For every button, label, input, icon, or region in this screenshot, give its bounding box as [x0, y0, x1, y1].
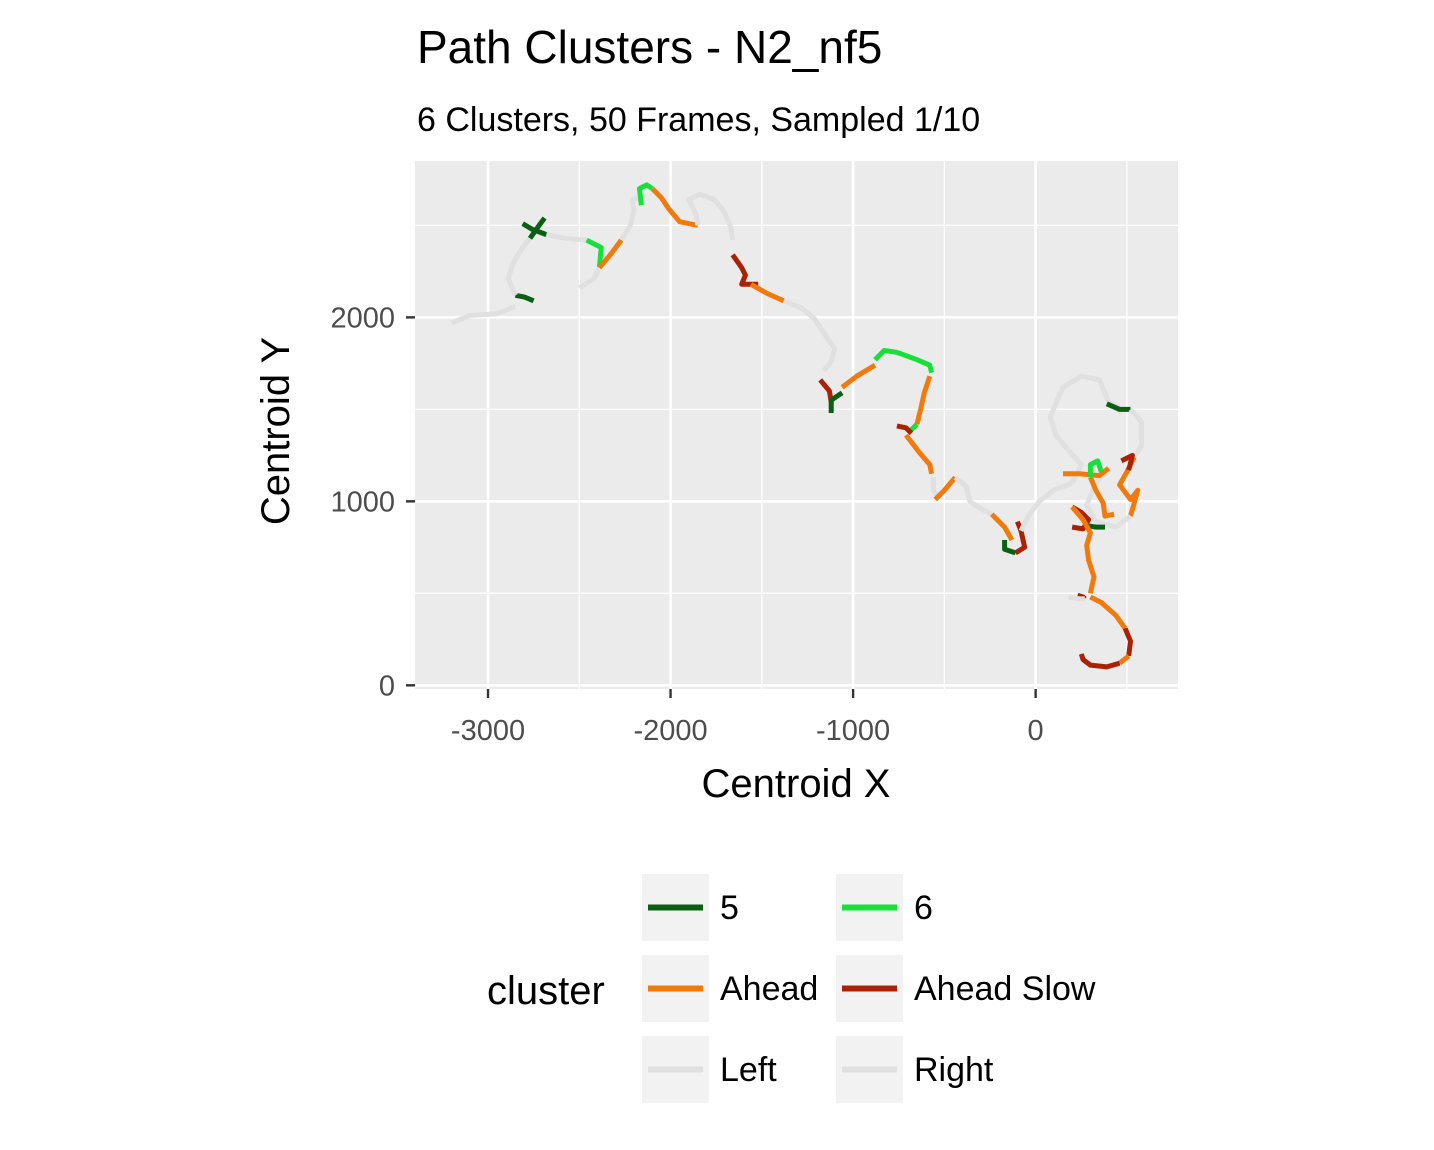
path-segment-ahead-slow	[1122, 627, 1133, 657]
path-segment-6	[637, 182, 654, 206]
path-segment-left	[545, 232, 587, 243]
x-tick-label: -2000	[633, 715, 707, 747]
path-segment-ahead	[1118, 653, 1131, 666]
path-segment-ahead-slow	[1078, 653, 1121, 670]
path-segment-left	[505, 236, 532, 297]
path-segment-ahead	[1089, 594, 1128, 630]
legend-label-6: 6	[914, 889, 933, 927]
path-segment-ahead	[904, 433, 935, 475]
x-tick-label: 0	[1028, 715, 1044, 747]
path-segment-5	[521, 221, 548, 237]
path-segment-5	[828, 390, 844, 413]
path-segment-right	[1047, 373, 1121, 485]
path-segment-ahead-slow	[1120, 452, 1135, 471]
path-segment-right	[1084, 466, 1133, 530]
path-segment-6	[585, 237, 604, 268]
path-segment-ahead	[597, 238, 624, 270]
chart-title: Path Clusters - N2_nf5	[417, 21, 882, 73]
path-segment-right	[1128, 407, 1144, 459]
y-tick-label: 0	[379, 670, 395, 702]
legend-label-right: Right	[914, 1051, 994, 1089]
path-segment-6	[1087, 458, 1104, 478]
y-tick-label: 1000	[330, 486, 395, 518]
path-segment-ahead	[749, 282, 785, 304]
path-segment-right	[953, 475, 993, 517]
gridlines	[415, 161, 1178, 689]
y-axis-title: Centroid Y	[254, 337, 298, 525]
path-segment-ahead	[840, 363, 877, 390]
path-segment-ahead-slow	[896, 423, 914, 436]
path-segment-5	[514, 292, 535, 304]
path-segment-right	[1068, 594, 1085, 602]
path-segment-ahead	[990, 512, 1015, 542]
x-axis-title: Centroid X	[702, 762, 891, 806]
legend-title: cluster	[487, 969, 605, 1013]
x-tick-label: -3000	[451, 715, 525, 747]
legend-label-ahead-slow: Ahead Slow	[914, 970, 1096, 1008]
path-segment-5	[527, 216, 547, 240]
path-segment-ahead-slow	[730, 253, 759, 287]
path-segment-ahead	[914, 375, 933, 425]
path-segment-right	[1018, 480, 1074, 532]
legend-label-5: 5	[720, 889, 739, 927]
path-segment-left	[619, 195, 639, 242]
path-segment-6	[873, 348, 935, 374]
path-segment-ahead	[933, 475, 958, 502]
legend-label-ahead: Ahead	[720, 970, 818, 1008]
path-segment-left	[686, 191, 736, 241]
x-tick-label: -1000	[816, 715, 890, 747]
chart-subtitle: 6 Clusters, 50 Frames, Sampled 1/10	[417, 101, 980, 139]
y-tick-label: 2000	[330, 302, 395, 334]
path-segment-ahead	[1070, 505, 1097, 594]
axes: -3000 -2000 -1000 0 0 1000 2000	[330, 302, 1043, 747]
legend-label-left: Left	[720, 1051, 777, 1089]
path-segment-ahead	[1088, 476, 1115, 519]
legend: 5 6 Ahead Ahead Slow Left Right	[642, 874, 1096, 1103]
path-segment-ahead	[650, 186, 699, 228]
path-segment-ahead-slow	[1014, 520, 1028, 556]
path-segment-right	[782, 298, 838, 373]
path-segment-left	[577, 266, 602, 291]
path-segment-5	[1002, 540, 1017, 556]
path-segment-left	[450, 303, 517, 326]
path-series	[450, 182, 1144, 670]
path-segment-5	[1105, 401, 1131, 412]
